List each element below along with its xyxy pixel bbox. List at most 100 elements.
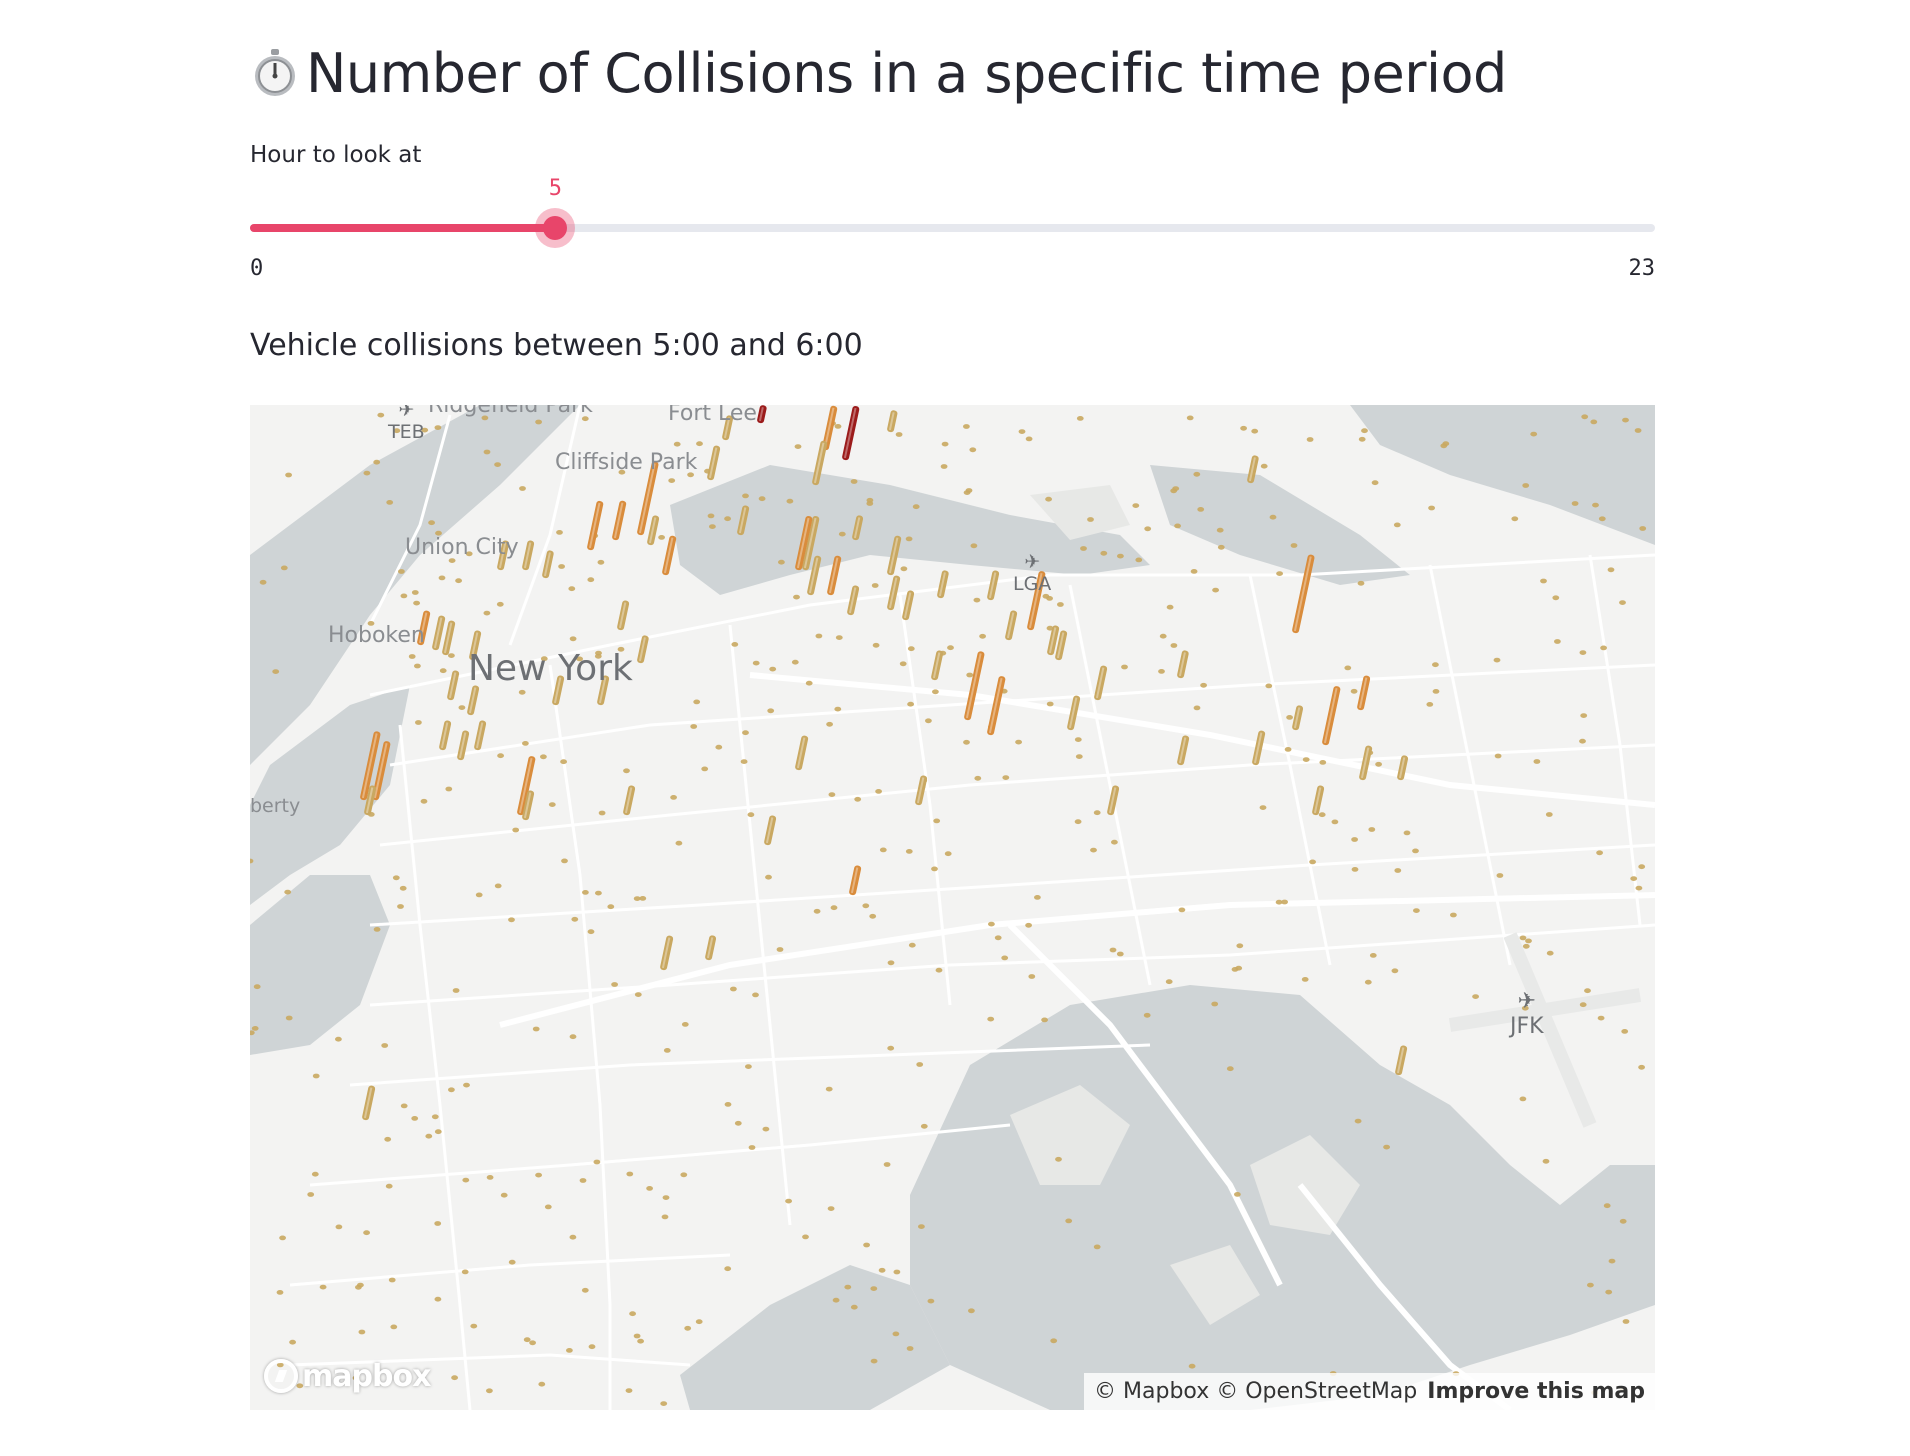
collision-column-highlight xyxy=(468,687,477,714)
collision-column-highlight xyxy=(850,867,859,894)
improve-map-link[interactable]: Improve this map xyxy=(1427,1379,1645,1404)
collision-dot xyxy=(1166,604,1174,610)
collision-dot xyxy=(740,759,748,764)
road-layer xyxy=(289,405,1655,1410)
collision-column-highlight xyxy=(433,617,443,649)
collision-column-highlight xyxy=(808,557,819,594)
collision-dot xyxy=(1533,759,1541,764)
collision-column-highlight xyxy=(888,412,895,431)
collision-dot xyxy=(384,1136,392,1142)
collision-dot xyxy=(1080,546,1087,551)
collision-dot xyxy=(1639,526,1647,531)
collision-dot xyxy=(701,766,709,772)
collision-dot xyxy=(918,1224,925,1229)
collision-column xyxy=(1047,625,1060,656)
collision-column xyxy=(552,675,565,706)
collision-dot xyxy=(1607,567,1615,573)
collision-column-body xyxy=(902,590,915,621)
collision-column xyxy=(1027,571,1046,631)
slider-max-label: 23 xyxy=(1628,256,1656,281)
collision-dot xyxy=(687,472,694,478)
collision-dot xyxy=(1015,739,1022,745)
collision-column xyxy=(802,516,820,571)
collision-dot xyxy=(887,960,895,966)
collision-dot xyxy=(588,1344,596,1350)
collision-column-body xyxy=(1047,625,1060,656)
collision-map[interactable]: Ridgefield Park Fort Lee Cliffside Park … xyxy=(250,405,1655,1410)
mapbox-logo[interactable]: mapbox xyxy=(264,1356,431,1396)
collision-dot xyxy=(1351,837,1358,842)
collision-column xyxy=(931,650,944,681)
collision-column xyxy=(1094,665,1108,701)
collision-dot xyxy=(1598,516,1606,522)
collision-column xyxy=(987,570,1000,601)
hour-slider-thumb[interactable] xyxy=(535,208,576,248)
collision-dot xyxy=(1074,819,1082,825)
collision-dot xyxy=(568,586,576,592)
collision-column-highlight xyxy=(458,732,467,759)
collision-column-body xyxy=(887,535,902,576)
collision-dot xyxy=(724,1102,732,1107)
collision-dot xyxy=(907,701,914,707)
collision-dot xyxy=(832,1297,840,1303)
collision-dot xyxy=(285,1015,293,1021)
collision-dot xyxy=(486,1175,494,1180)
collision-column-body xyxy=(612,500,627,541)
collision-dot xyxy=(435,530,442,536)
collision-column-body xyxy=(522,540,535,571)
collision-dot xyxy=(617,646,625,652)
collision-dot xyxy=(1158,669,1165,674)
collision-dot xyxy=(813,908,821,914)
airplane-icon: ✈ xyxy=(1517,989,1536,1014)
collision-column-highlight xyxy=(1028,572,1043,629)
hour-slider-track[interactable] xyxy=(250,224,1655,232)
collision-column-highlight xyxy=(373,742,388,799)
page-title-text: Number of Collisions in a specific time … xyxy=(306,41,1507,105)
collision-dot xyxy=(905,849,913,854)
collision-dot xyxy=(850,1304,858,1310)
collision-dot xyxy=(458,705,466,710)
collision-dot xyxy=(747,812,755,818)
collision-column xyxy=(887,535,902,576)
collision-column-body xyxy=(1252,730,1266,766)
collision-column-body xyxy=(1177,735,1190,766)
collision-dot xyxy=(1605,1289,1613,1295)
collision-dot xyxy=(1540,578,1547,584)
collision-dot xyxy=(637,1338,644,1344)
collision-column-highlight xyxy=(803,517,817,569)
road xyxy=(379,743,1655,847)
collision-dot xyxy=(707,513,715,519)
collision-dot xyxy=(1638,864,1646,870)
collision-dot xyxy=(355,1284,362,1290)
collision-dot xyxy=(1450,912,1457,918)
collision-column-body xyxy=(887,575,901,611)
collision-dot xyxy=(1236,943,1244,949)
collision-dot xyxy=(508,1259,516,1265)
collision-dot xyxy=(250,1030,255,1036)
collision-column-body xyxy=(1312,785,1325,816)
road xyxy=(289,1253,731,1287)
collision-dot xyxy=(428,520,435,526)
collision-dot xyxy=(385,1183,393,1189)
collision-column-highlight xyxy=(988,572,997,599)
collision-column-body xyxy=(417,610,431,646)
collision-dot xyxy=(767,708,775,714)
collision-dot xyxy=(448,1087,455,1093)
attribution-text[interactable]: © Mapbox © OpenStreetMap xyxy=(1094,1379,1418,1404)
collision-dot xyxy=(607,904,615,910)
collision-column-body xyxy=(1322,686,1341,746)
collision-dot xyxy=(500,1192,508,1198)
collision-column xyxy=(1177,650,1189,679)
collision-dot xyxy=(634,992,642,997)
collision-column-highlight xyxy=(1360,747,1370,779)
collision-dot xyxy=(1034,895,1041,900)
collision-column xyxy=(587,500,604,551)
collision-dot xyxy=(935,967,943,973)
collision-column xyxy=(795,735,809,771)
collision-dot xyxy=(1519,935,1527,941)
road xyxy=(369,843,1655,927)
collision-dot xyxy=(629,1311,636,1317)
collision-column xyxy=(647,515,660,546)
collision-dot xyxy=(1403,830,1411,836)
collision-dot xyxy=(1579,650,1587,655)
